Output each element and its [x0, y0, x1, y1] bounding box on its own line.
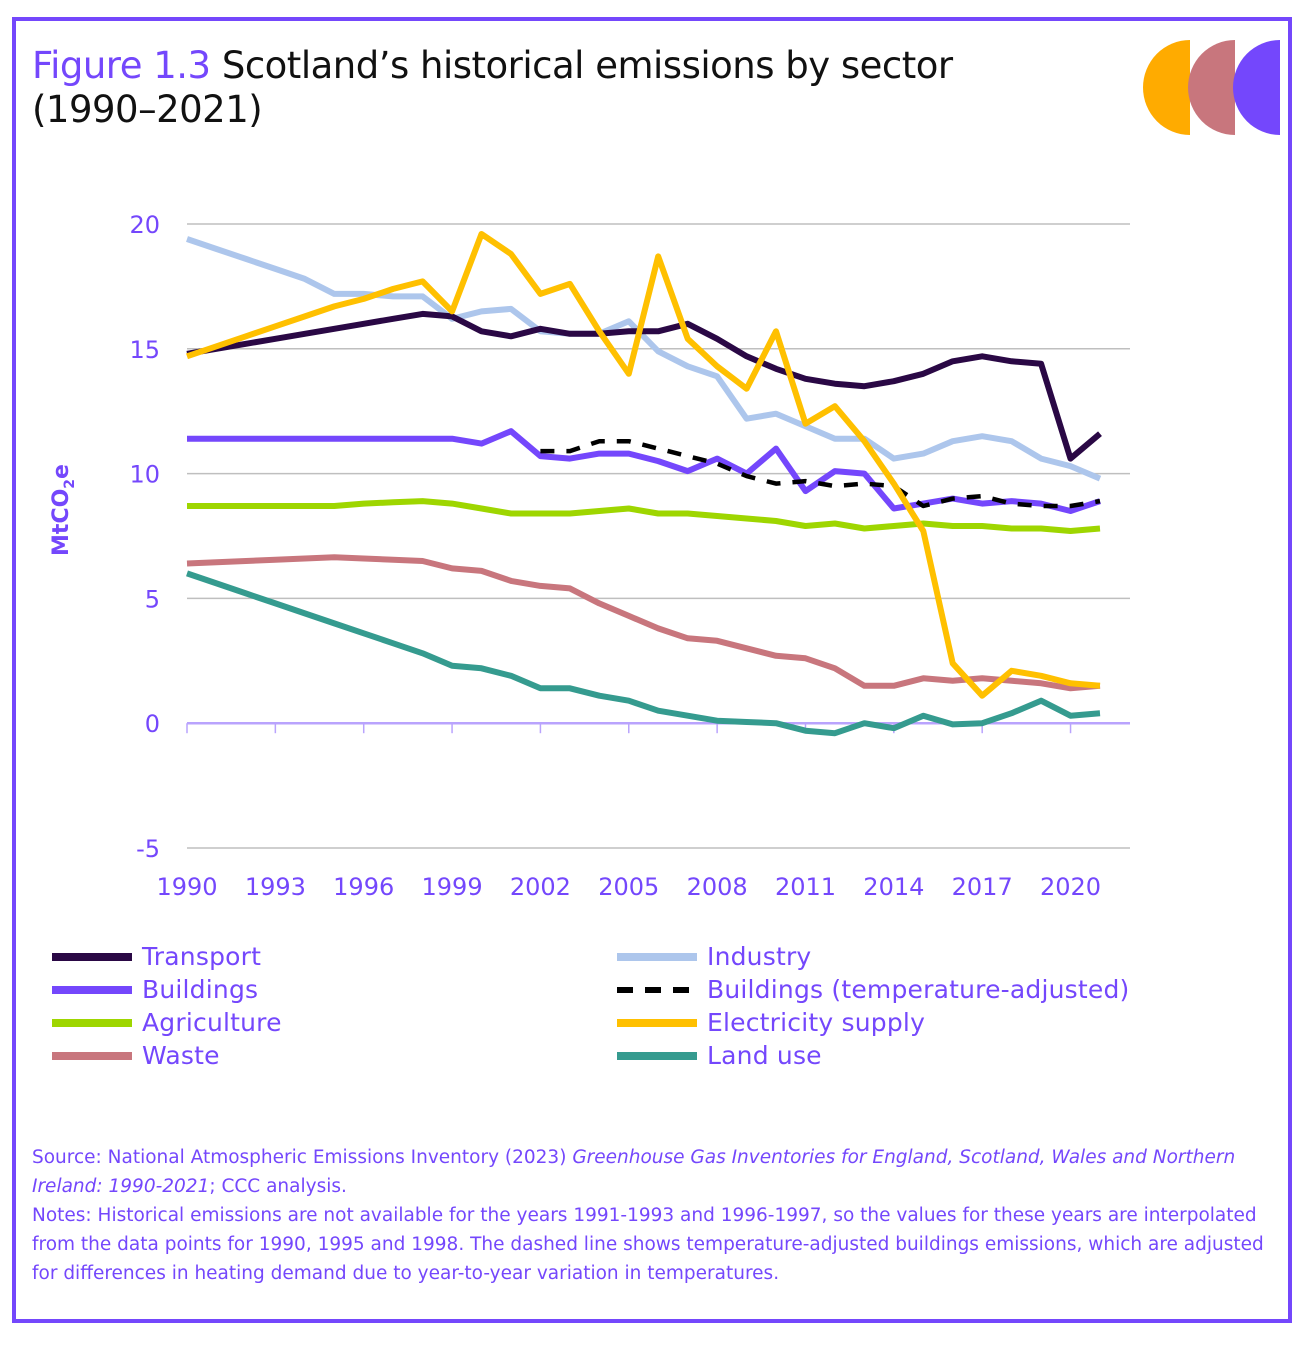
series-line-land-use [186, 570, 1101, 737]
legend-item: Buildings [52, 973, 258, 1006]
legend-label: Electricity supply [707, 1008, 926, 1037]
legend-swatch [52, 985, 132, 994]
legend-label: Agriculture [142, 1008, 282, 1037]
series-line-electricity-supply [186, 231, 1101, 699]
legend-swatch [617, 1051, 697, 1060]
y-tick-label: 15 [129, 336, 160, 364]
legend-label: Buildings [142, 975, 259, 1004]
gridlines [187, 223, 1130, 849]
series-line-transport [186, 310, 1102, 462]
legend-label: Transport [142, 942, 262, 971]
title-text: Scotland’s historical emissions by secto… [210, 44, 953, 87]
legend-swatch [52, 952, 132, 961]
ccc-logo [1143, 40, 1280, 135]
y-tick-label: 0 [145, 710, 160, 738]
y-tick-label: 10 [129, 461, 160, 489]
legend-swatch [52, 1018, 132, 1027]
y-axis-label: MtCO2e [49, 464, 78, 556]
figure-frame [12, 17, 1292, 1323]
y-tick-label: 20 [129, 211, 160, 239]
x-tick-label: 2008 [687, 873, 748, 901]
x-tick-label: 2017 [952, 873, 1013, 901]
legend-swatch [52, 1051, 132, 1060]
legend-item: Land use [617, 1039, 822, 1072]
source-text: Source: National Atmospheric Emissions I… [32, 1147, 1236, 1197]
legend-label: Land use [707, 1041, 822, 1070]
x-tick-label: 1999 [422, 873, 483, 901]
x-tick-label: 1990 [156, 873, 217, 901]
x-tick-label: 2014 [863, 873, 924, 901]
orange-half-circle-icon [1143, 40, 1190, 135]
legend-item: Agriculture [52, 1006, 282, 1039]
legend-label: Buildings (temperature-adjusted) [707, 975, 1130, 1004]
legend-swatch [617, 1018, 697, 1027]
y-axis-ticks: -5 0 5 10 15 20 [129, 211, 160, 863]
purple-half-circle-icon [1233, 40, 1280, 135]
legend-item: Waste [52, 1039, 220, 1072]
x-tick-label: 2011 [775, 873, 836, 901]
x-tick-label: 1996 [333, 873, 394, 901]
series-line-waste [186, 554, 1101, 692]
page-title: Figure 1.3 Scotland’s historical emissio… [32, 44, 1122, 132]
x-tick-label: 2005 [598, 873, 659, 901]
y-tick-label: 5 [145, 585, 160, 613]
x-tick-label: 2002 [510, 873, 571, 901]
legend-item: Electricity supply [617, 1006, 925, 1039]
x-tick-label: 2020 [1040, 873, 1101, 901]
notes-text: Notes: Historical emissions are not avai… [32, 1205, 1264, 1284]
x-axis: 1990 1993 1996 1999 2002 2005 2008 2011 2014 2017… [156, 721, 1130, 901]
series-lines [186, 231, 1102, 737]
legend-item: Transport [52, 940, 261, 973]
title-date-range: (1990–2021) [32, 88, 263, 131]
legend-swatch [617, 952, 697, 961]
chart-legend: Transport Industry Buildings Buildings (tem… [52, 940, 1252, 1080]
legend-swatch [617, 986, 697, 993]
figure-label: Figure 1.3 [32, 44, 211, 87]
legend-label: Industry [707, 942, 812, 971]
series-line-buildings-temperature-adjusted [540, 438, 1101, 509]
x-tick-label: 1993 [245, 873, 306, 901]
series-line-agriculture [187, 498, 1101, 534]
legend-item: Buildings (temperature-adjusted) [617, 973, 1130, 1006]
emissions-line-chart: -5 0 5 10 15 20 1990 1993 1996 1999 2002 2005 2008 2… [49, 211, 1130, 901]
source-notes: Source: National Atmospheric Emissions I… [32, 1143, 1282, 1288]
legend-label: Waste [142, 1041, 220, 1070]
rose-half-circle-icon [1188, 40, 1235, 135]
y-tick-label: -5 [136, 835, 160, 863]
series-line-industry [186, 236, 1102, 482]
legend-item: Industry [617, 940, 811, 973]
